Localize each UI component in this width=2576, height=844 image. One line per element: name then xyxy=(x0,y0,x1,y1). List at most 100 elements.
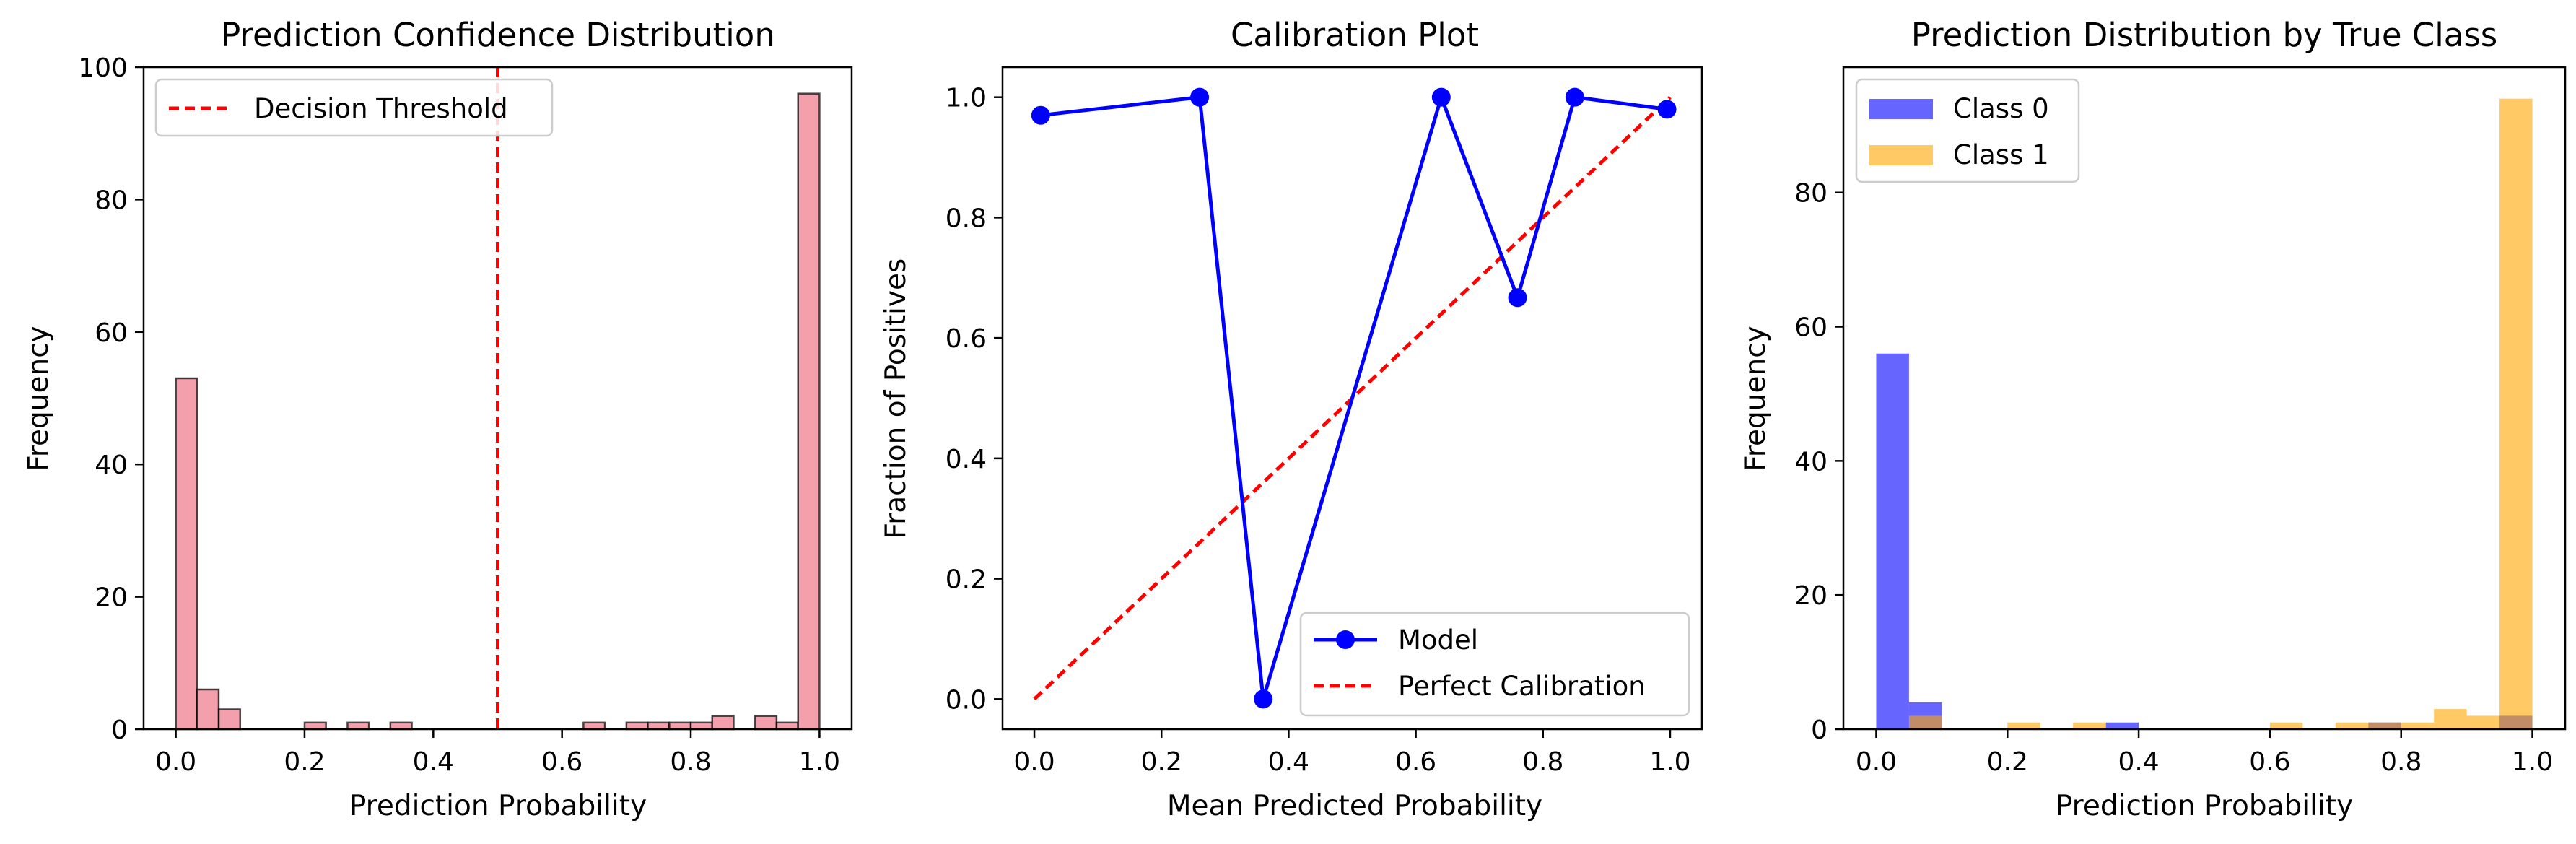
bar-class-1 xyxy=(2007,722,2040,729)
bar-class-1 xyxy=(2073,722,2106,729)
bar-class-1 xyxy=(2466,715,2500,729)
bar-class-1 xyxy=(2434,709,2467,729)
chart-1-bars xyxy=(175,92,821,731)
y-tick-label: 100 xyxy=(78,53,128,83)
bar-series-0 xyxy=(754,715,778,731)
x-tick-label: 1.0 xyxy=(799,747,840,777)
y-tick-label: 20 xyxy=(95,583,128,613)
x-tick-label: 0.4 xyxy=(413,747,454,777)
y-tick-label: 0.6 xyxy=(946,324,987,354)
chart-2-frame xyxy=(1001,66,1703,731)
bar-class-1 xyxy=(2499,98,2533,729)
bar-series-0 xyxy=(689,721,713,731)
x-tick-label: 0.4 xyxy=(2118,747,2159,777)
legend-model-marker xyxy=(1336,630,1355,649)
chart-confidence-distribution: Prediction Confidence Distribution 0.0 0.… xyxy=(22,16,853,822)
bar-series-0 xyxy=(175,377,198,731)
y-tick-label: 60 xyxy=(1794,313,1828,343)
chart-1-legend: Decision Threshold xyxy=(154,78,554,137)
y-tick-label: 0.8 xyxy=(946,204,987,233)
legend-class0-label: Class 0 xyxy=(1953,93,2049,124)
bar-class-0 xyxy=(1876,353,1909,729)
x-tick-label: 0.8 xyxy=(2380,747,2422,777)
y-tick-label: 0.4 xyxy=(946,445,987,474)
chart-1-frame xyxy=(142,66,853,731)
x-tick-label: 0.2 xyxy=(1987,747,2028,777)
chart-2-series xyxy=(1031,87,1677,709)
legend-class0-swatch xyxy=(1869,99,1933,119)
bar-class-0 xyxy=(2105,722,2139,729)
x-tick-label: 0.8 xyxy=(670,747,711,777)
y-tick-label: 0 xyxy=(1811,715,1828,745)
model-point xyxy=(1565,87,1584,107)
chart-3-xlabel: Prediction Probability xyxy=(2056,790,2353,822)
y-tick-label: 1.0 xyxy=(946,84,987,113)
x-tick-label: 0.4 xyxy=(1268,747,1309,777)
chart-2-ylabel: Fraction of Positives xyxy=(880,258,912,539)
y-tick-label: 0.0 xyxy=(946,685,987,715)
bar-class-1 xyxy=(2269,722,2303,729)
bar-class-1 xyxy=(2335,722,2369,729)
bar-series-0 xyxy=(389,721,413,731)
chart-calibration-plot: Calibration Plot 0.0 0.2 0.4 0.6 0.8 1.0 0.00… xyxy=(880,16,1703,822)
y-tick-label: 20 xyxy=(1794,581,1828,611)
chart-2-xlabel: Mean Predicted Probability xyxy=(1167,790,1542,822)
x-tick-label: 0.0 xyxy=(155,747,196,777)
bar-class-1 xyxy=(1908,715,1942,729)
y-tick-label: 60 xyxy=(95,318,128,348)
legend-threshold-label: Decision Threshold xyxy=(254,93,508,124)
chart-2-x-ticks: 0.0 0.2 0.4 0.6 0.8 1.0 xyxy=(1013,729,1691,777)
chart-3-legend: Class 0 Class 1 xyxy=(1855,78,2080,183)
y-tick-label: 40 xyxy=(95,451,128,480)
x-tick-label: 0.6 xyxy=(2249,747,2290,777)
chart-1-y-ticks: 0 20 40 60 80 100 xyxy=(78,53,144,745)
bar-series-0 xyxy=(303,721,327,731)
bar-series-0 xyxy=(196,688,220,731)
bar-series-0 xyxy=(217,708,242,731)
y-tick-label: 80 xyxy=(1794,179,1828,209)
y-tick-label: 40 xyxy=(1794,447,1828,477)
model-point xyxy=(1190,87,1210,107)
x-tick-label: 0.0 xyxy=(1013,747,1055,777)
x-tick-label: 0.6 xyxy=(541,747,582,777)
bar-class-1 xyxy=(2401,722,2435,729)
x-tick-label: 1.0 xyxy=(2512,747,2553,777)
model-line xyxy=(1040,91,1667,700)
legend-class1-swatch xyxy=(1869,145,1933,165)
bar-series-0 xyxy=(647,721,671,731)
bar-series-0 xyxy=(625,721,649,731)
x-tick-label: 0.2 xyxy=(1141,747,1182,777)
model-point xyxy=(1657,100,1677,119)
chart-2-legend: Model Perfect Calibration xyxy=(1299,612,1690,717)
chart-3-frame xyxy=(1842,66,2567,731)
chart-1-ylabel: Frequency xyxy=(22,326,55,471)
x-tick-label: 0.0 xyxy=(1856,747,1897,777)
bar-series-0 xyxy=(775,721,799,731)
model-point xyxy=(1508,288,1527,308)
legend-class1-label: Class 1 xyxy=(1953,139,2049,170)
bar-class-1 xyxy=(2368,722,2401,729)
x-tick-label: 0.2 xyxy=(284,747,325,777)
chart-2-title: Calibration Plot xyxy=(1231,16,1479,54)
x-tick-label: 0.6 xyxy=(1395,747,1436,777)
x-tick-label: 1.0 xyxy=(1649,747,1690,777)
bar-series-0 xyxy=(346,721,370,731)
y-tick-label: 80 xyxy=(95,186,128,215)
x-tick-label: 0.8 xyxy=(1522,747,1563,777)
chart-2-y-ticks: 0.0 0.2 0.4 0.6 0.8 1.0 xyxy=(946,84,1003,715)
chart-1-xlabel: Prediction Probability xyxy=(349,790,647,822)
y-tick-label: 0 xyxy=(111,715,128,745)
chart-1-title: Prediction Confidence Distribution xyxy=(221,16,775,54)
chart-distribution-by-class: Prediction Distribution by True Class 0.… xyxy=(1739,16,2567,822)
y-tick-label: 0.2 xyxy=(946,565,987,595)
chart-3-bars xyxy=(1876,98,2533,729)
chart-3-title: Prediction Distribution by True Class xyxy=(1911,16,2497,54)
model-point xyxy=(1254,689,1273,709)
bar-series-0 xyxy=(711,715,735,731)
chart-3-x-ticks: 0.0 0.2 0.4 0.6 0.8 1.0 xyxy=(1856,729,2553,777)
chart-3-y-ticks: 0 20 40 60 80 xyxy=(1794,179,1843,745)
model-point xyxy=(1431,87,1451,107)
bar-series-0 xyxy=(582,721,606,731)
chart-1-x-ticks: 0.0 0.2 0.4 0.6 0.8 1.0 xyxy=(155,729,840,777)
